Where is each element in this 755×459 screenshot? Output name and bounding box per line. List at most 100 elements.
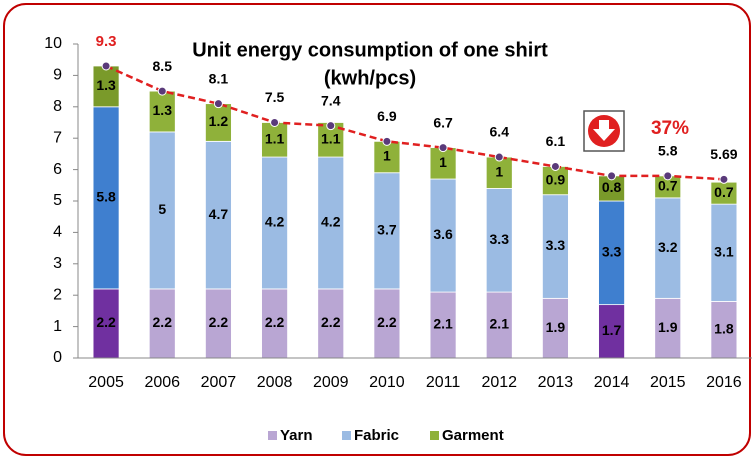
- y-tick-label: 1: [53, 318, 62, 335]
- bar-segment: [654, 297, 682, 359]
- legend-swatch: [342, 431, 351, 440]
- total-marker: [438, 143, 448, 153]
- total-marker: [213, 99, 223, 109]
- chart-title: Unit energy consumption of one shirt: [192, 39, 548, 61]
- bar-segment: [654, 197, 682, 299]
- segment-label: 4.2: [321, 214, 341, 230]
- bar-segment: [485, 156, 513, 189]
- y-tick-label: 8: [53, 98, 62, 115]
- segment-label: 0.8: [602, 179, 622, 195]
- segment-label: 3.2: [658, 239, 678, 255]
- total-marker: [719, 174, 729, 184]
- segment-label: 1.9: [546, 319, 566, 335]
- total-label: 9.3: [96, 33, 117, 50]
- total-label: 6.4: [490, 124, 510, 140]
- bar-segment: [261, 122, 288, 158]
- bar-segment: [485, 291, 513, 359]
- total-label: 8.1: [209, 70, 229, 86]
- y-tick-label: 3: [53, 255, 62, 272]
- segment-label: 1.1: [321, 130, 341, 146]
- segment-label: 3.3: [602, 244, 622, 260]
- x-tick-label: 2011: [426, 374, 461, 391]
- y-tick-label: 6: [53, 161, 62, 178]
- total-label: 6.9: [377, 108, 397, 124]
- segment-label: 1.2: [209, 113, 229, 129]
- x-tick-label: 2010: [369, 374, 405, 391]
- segment-label: 3.6: [433, 226, 453, 242]
- segment-label: 4.7: [209, 206, 229, 222]
- bar-segment: [92, 65, 120, 108]
- segment-label: 2.1: [490, 316, 510, 332]
- x-tick-label: 2006: [144, 374, 180, 391]
- segment-label: 2.2: [265, 314, 285, 330]
- bar-segment: [205, 288, 232, 359]
- bar-segment: [92, 106, 120, 290]
- segment-label: 1.7: [602, 322, 622, 338]
- legend-label: Yarn: [280, 427, 313, 444]
- segment-label: 1: [439, 154, 447, 170]
- legend-label: Fabric: [354, 427, 399, 444]
- bar-segment: [92, 288, 120, 359]
- total-label: 6.1: [546, 133, 566, 149]
- total-label: 5.8: [658, 143, 678, 159]
- bar-segment: [373, 288, 401, 359]
- segment-label: 2.2: [96, 314, 116, 330]
- bar-segment: [261, 156, 288, 290]
- segment-label: 0.9: [546, 171, 566, 187]
- segment-label: 2.2: [209, 314, 229, 330]
- bar-segment: [598, 200, 625, 306]
- bar-segment: [205, 140, 232, 290]
- total-marker: [382, 136, 392, 146]
- legend-swatch: [430, 431, 439, 440]
- segment-label: 2.2: [377, 314, 397, 330]
- legend-swatch: [268, 431, 277, 440]
- segment-label: 1.1: [265, 130, 285, 146]
- x-tick-label: 2016: [706, 374, 742, 391]
- x-tick-label: 2013: [538, 374, 574, 391]
- total-label: 6.7: [433, 114, 453, 130]
- segment-label: 3.3: [490, 231, 510, 247]
- total-marker: [663, 171, 673, 181]
- segment-label: 3.7: [377, 222, 397, 238]
- x-tick-label: 2007: [201, 374, 237, 391]
- total-marker: [101, 61, 111, 71]
- x-tick-label: 2009: [313, 374, 349, 391]
- segment-label: 2.1: [433, 316, 453, 332]
- total-marker: [326, 121, 336, 131]
- bar-segment: [373, 140, 401, 174]
- y-tick-label: 9: [53, 67, 62, 84]
- total-marker: [494, 152, 504, 162]
- total-marker: [157, 86, 167, 96]
- x-tick-label: 2008: [257, 374, 293, 391]
- y-tick-label: 5: [53, 192, 62, 209]
- bar-segment: [205, 103, 232, 142]
- bar-segment: [148, 131, 176, 290]
- y-tick-label: 0: [53, 349, 62, 366]
- icon-arrow: [593, 120, 615, 141]
- segment-label: 1.8: [714, 320, 734, 336]
- segment-label: 2.2: [321, 314, 341, 330]
- total-marker: [550, 161, 560, 171]
- segment-label: 1.3: [96, 77, 116, 93]
- down-arrow-icon: [583, 110, 625, 152]
- segment-label: 1.3: [153, 102, 173, 118]
- total-marker: [270, 118, 280, 127]
- segment-label: 1: [383, 148, 391, 164]
- total-label: 5.69: [710, 146, 737, 162]
- segment-label: 1.9: [658, 319, 678, 335]
- bar-segment: [542, 194, 569, 299]
- y-tick-label: 4: [53, 224, 62, 241]
- y-tick-label: 10: [44, 35, 62, 52]
- legend-label: Garment: [442, 427, 504, 444]
- chart-subtitle: (kwh/pcs): [324, 67, 416, 89]
- bar-segment: [317, 156, 345, 290]
- x-tick-label: 2015: [650, 374, 686, 391]
- x-tick-label: 2005: [88, 374, 124, 391]
- segment-label: 3.3: [546, 237, 566, 253]
- total-marker: [607, 171, 617, 181]
- y-tick-label: 2: [53, 286, 62, 303]
- segment-label: 3.1: [714, 244, 734, 260]
- bar-segment: [317, 288, 345, 359]
- segment-label: 1: [495, 163, 503, 179]
